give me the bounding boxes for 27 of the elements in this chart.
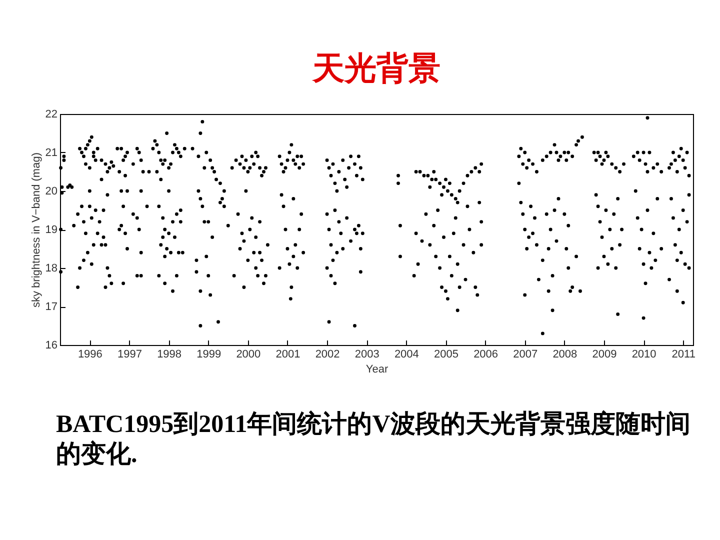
x-tick-label: 2010 <box>632 348 656 360</box>
y-tick-label: 16 <box>45 340 58 352</box>
y-tick-label: 18 <box>45 262 58 274</box>
y-axis-title: sky brightness in V−band (mag) <box>30 152 42 308</box>
y-tick-label: 20 <box>45 186 58 198</box>
x-tick-label: 2000 <box>236 348 261 360</box>
x-tick-label: 1996 <box>78 348 102 360</box>
x-tick-label: 1997 <box>117 348 142 360</box>
y-tick-label: 19 <box>45 224 58 236</box>
y-tick-label: 22 <box>45 108 58 120</box>
x-tick-label: 2008 <box>552 348 578 360</box>
x-tick-label: 2002 <box>315 348 340 360</box>
x-tick-label: 1999 <box>196 348 222 360</box>
x-tick-label: 2003 <box>354 348 380 360</box>
x-tick-label: 2006 <box>474 348 498 360</box>
x-tick-label: 2009 <box>592 348 617 360</box>
x-tick-label: 2011 <box>672 348 696 360</box>
x-axis-title: Year <box>366 364 388 376</box>
x-tick-label: 2001 <box>276 348 300 360</box>
y-tick-label: 21 <box>45 147 58 159</box>
x-tick-label: 2005 <box>434 348 458 360</box>
text: BATC1995到2011年间统计的V波段的天光背景强度随时间的变化. <box>56 410 692 470</box>
y-tick-label: 17 <box>45 301 58 313</box>
x-tick-label: 1998 <box>157 348 182 360</box>
x-tick-label: 2004 <box>394 348 419 360</box>
x-tick-label: 2007 <box>513 348 538 360</box>
chart-title: 天光背景 <box>312 50 440 86</box>
